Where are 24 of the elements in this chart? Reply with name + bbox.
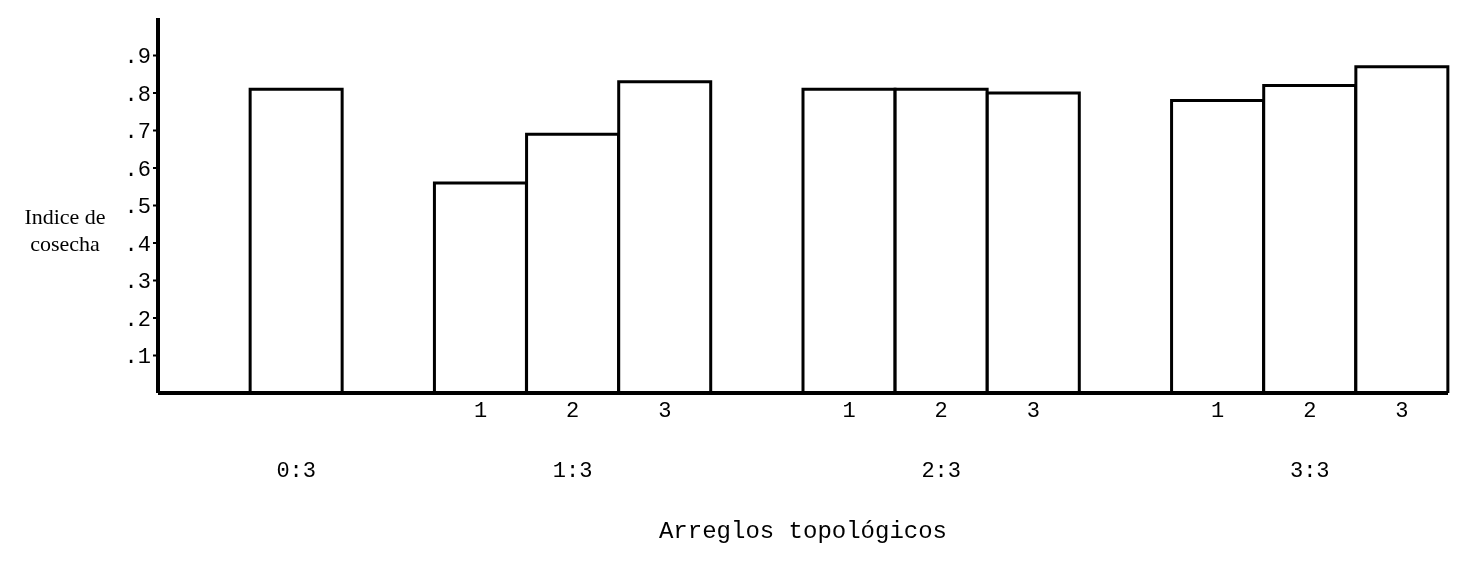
- y-axis-title: Indice de cosecha: [23, 203, 107, 257]
- text: 2:3: [921, 458, 962, 484]
- text: 3:3: [1289, 458, 1330, 484]
- y-tick-label: .9: [124, 45, 151, 71]
- y-tick-label: .5: [124, 195, 151, 221]
- y-tick-label: .4: [124, 232, 151, 258]
- y-tick-label: .2: [124, 307, 151, 333]
- y-tick-label: .3: [124, 270, 151, 296]
- y-tick-label: .1: [124, 345, 151, 371]
- text: 1:3: [552, 458, 593, 484]
- x-tick-label: 1: [1211, 398, 1225, 424]
- x-tick-label: 2: [566, 398, 580, 424]
- x-tick-label: 1: [842, 398, 856, 424]
- y-tick-label: .8: [124, 82, 151, 108]
- y-tick-label: .6: [124, 157, 151, 183]
- x-axis-title: Arreglos topológicos: [658, 518, 948, 545]
- text: 0:3: [276, 458, 317, 484]
- x-tick-label: 3: [1026, 398, 1040, 424]
- x-tick-label: 3: [658, 398, 672, 424]
- x-tick-label: 2: [1303, 398, 1317, 424]
- x-tick-label: 2: [934, 398, 948, 424]
- y-tick-label: .7: [124, 120, 151, 146]
- x-tick-label: 1: [473, 398, 488, 424]
- x-tick-label: 3: [1395, 398, 1409, 424]
